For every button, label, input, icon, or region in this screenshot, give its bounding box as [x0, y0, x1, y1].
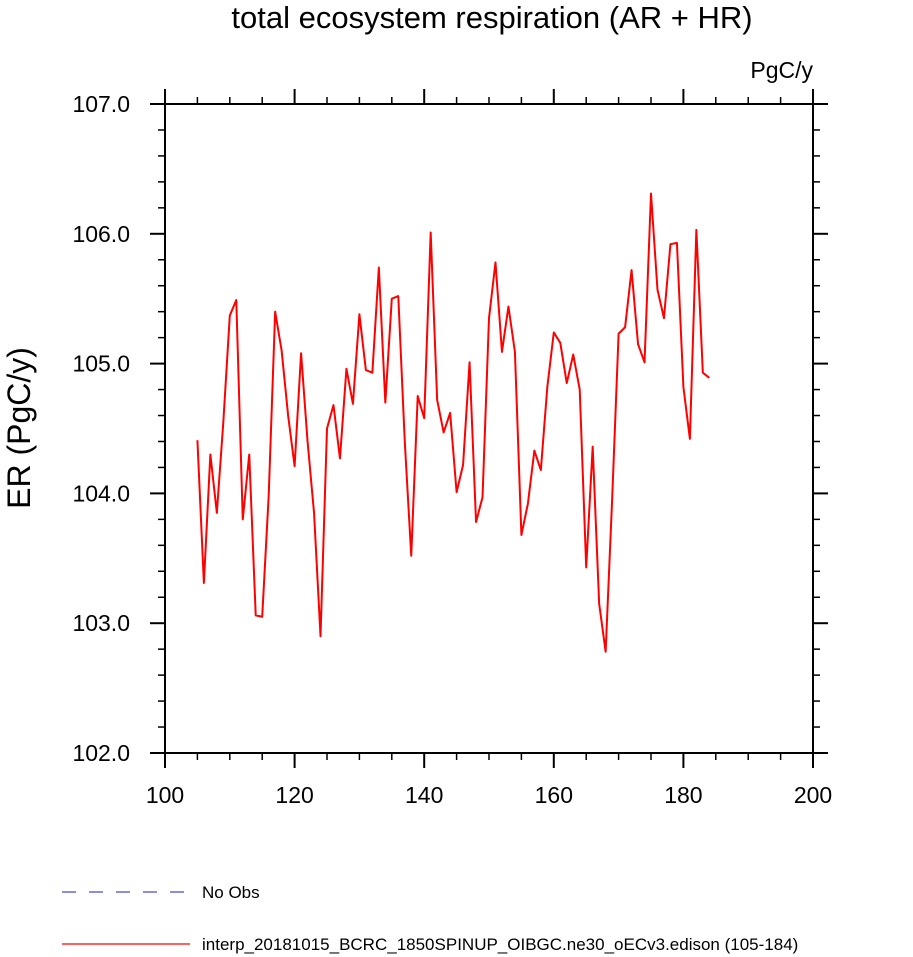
x-tick-label: 100 [146, 782, 184, 808]
axis-ticks [150, 89, 828, 768]
y-axis-label: ER (PgC/y) [1, 347, 37, 509]
series-line-0 [196, 192, 710, 653]
units-label: PgC/y [750, 57, 813, 83]
y-tick-label: 103.0 [72, 610, 130, 636]
legend: No Obs interp_20181015_BCRC_1850SPINUP_OI… [62, 883, 798, 954]
y-tick-label: 104.0 [72, 480, 130, 506]
y-tick-label: 107.0 [72, 91, 130, 117]
tick-labels: 100 120 140 160 180 200 102.0 103.0 104.0 105.0 10… [72, 91, 832, 808]
legend-label-1: No Obs [202, 883, 260, 902]
x-tick-label: 160 [535, 782, 573, 808]
series-layer [196, 192, 710, 653]
x-tick-label: 140 [405, 782, 443, 808]
x-tick-label: 200 [794, 782, 832, 808]
chart-title: total ecosystem respiration (AR + HR) [231, 0, 752, 35]
x-tick-label: 180 [664, 782, 702, 808]
y-tick-label: 105.0 [72, 351, 130, 377]
y-tick-label: 102.0 [72, 740, 130, 766]
y-tick-label: 106.0 [72, 221, 130, 247]
x-tick-label: 120 [275, 782, 313, 808]
legend-label-0: interp_20181015_BCRC_1850SPINUP_OIBGC.ne… [202, 935, 798, 954]
plot-frame [164, 103, 814, 754]
